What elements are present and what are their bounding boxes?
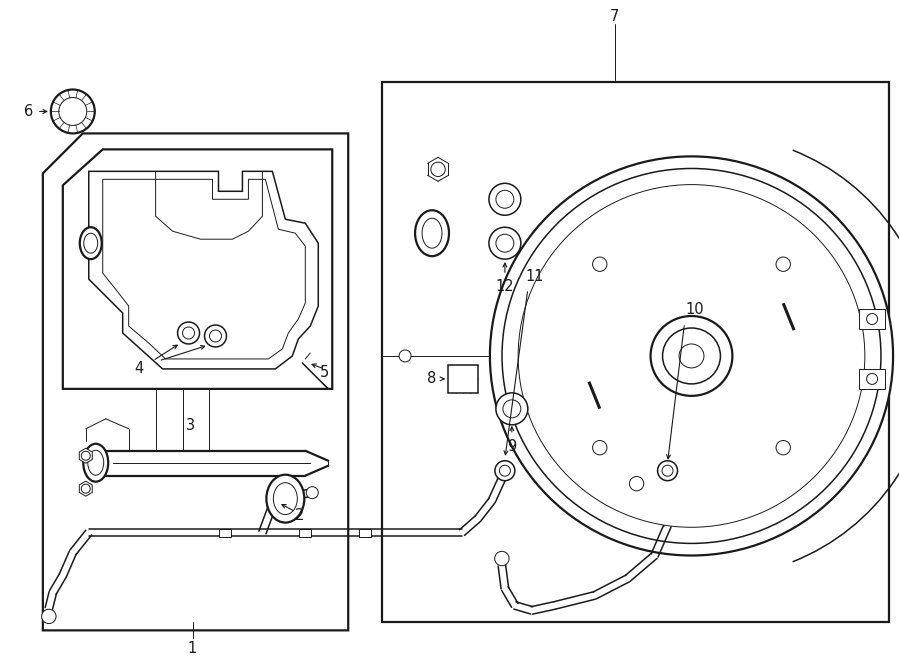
Circle shape (204, 325, 227, 347)
Polygon shape (79, 481, 92, 496)
Polygon shape (43, 134, 348, 631)
Ellipse shape (679, 344, 704, 368)
Bar (220, 529, 231, 537)
Circle shape (183, 327, 194, 339)
Circle shape (50, 89, 94, 134)
Circle shape (867, 373, 877, 385)
Circle shape (629, 477, 643, 491)
Text: 3: 3 (185, 418, 194, 434)
Circle shape (867, 313, 877, 325)
Ellipse shape (662, 328, 720, 384)
Circle shape (496, 234, 514, 252)
Text: 11: 11 (526, 268, 544, 284)
Circle shape (658, 461, 678, 481)
Circle shape (58, 97, 86, 126)
Text: 1: 1 (188, 641, 197, 656)
Text: 2: 2 (295, 508, 305, 523)
Ellipse shape (415, 210, 449, 256)
Circle shape (592, 257, 607, 272)
Circle shape (776, 257, 790, 272)
Circle shape (592, 440, 607, 455)
Circle shape (500, 465, 510, 476)
Bar (359, 529, 371, 537)
Circle shape (177, 322, 200, 344)
Circle shape (496, 393, 527, 425)
Circle shape (489, 227, 521, 259)
Text: 6: 6 (23, 104, 33, 119)
Ellipse shape (88, 450, 104, 475)
Ellipse shape (518, 184, 865, 527)
Ellipse shape (490, 157, 893, 555)
Text: 10: 10 (685, 301, 704, 317)
Circle shape (41, 609, 56, 623)
Circle shape (210, 330, 221, 342)
Bar (382, 81, 889, 623)
Ellipse shape (84, 233, 98, 253)
Bar (860, 309, 885, 329)
Circle shape (776, 440, 790, 455)
Bar (300, 529, 311, 537)
Text: 7: 7 (610, 9, 619, 24)
Polygon shape (89, 171, 319, 369)
Circle shape (503, 400, 521, 418)
Text: 12: 12 (496, 279, 514, 294)
Ellipse shape (422, 218, 442, 248)
Ellipse shape (274, 483, 297, 515)
Circle shape (431, 162, 446, 176)
Circle shape (495, 461, 515, 481)
Ellipse shape (266, 475, 304, 523)
Ellipse shape (399, 350, 411, 362)
Ellipse shape (502, 169, 881, 543)
Circle shape (81, 484, 90, 493)
Polygon shape (63, 149, 332, 389)
Text: 5: 5 (320, 366, 329, 381)
Ellipse shape (651, 316, 733, 396)
Bar (448, 365, 478, 393)
Circle shape (662, 465, 673, 476)
Circle shape (489, 183, 521, 215)
Text: 9: 9 (508, 439, 517, 453)
Text: 8: 8 (427, 371, 436, 387)
Polygon shape (79, 448, 92, 463)
Text: 4: 4 (134, 362, 143, 376)
Circle shape (306, 486, 319, 498)
Circle shape (495, 551, 509, 566)
Circle shape (81, 451, 90, 460)
Bar (860, 369, 885, 389)
Ellipse shape (84, 444, 108, 482)
Ellipse shape (80, 227, 102, 259)
Circle shape (496, 190, 514, 208)
